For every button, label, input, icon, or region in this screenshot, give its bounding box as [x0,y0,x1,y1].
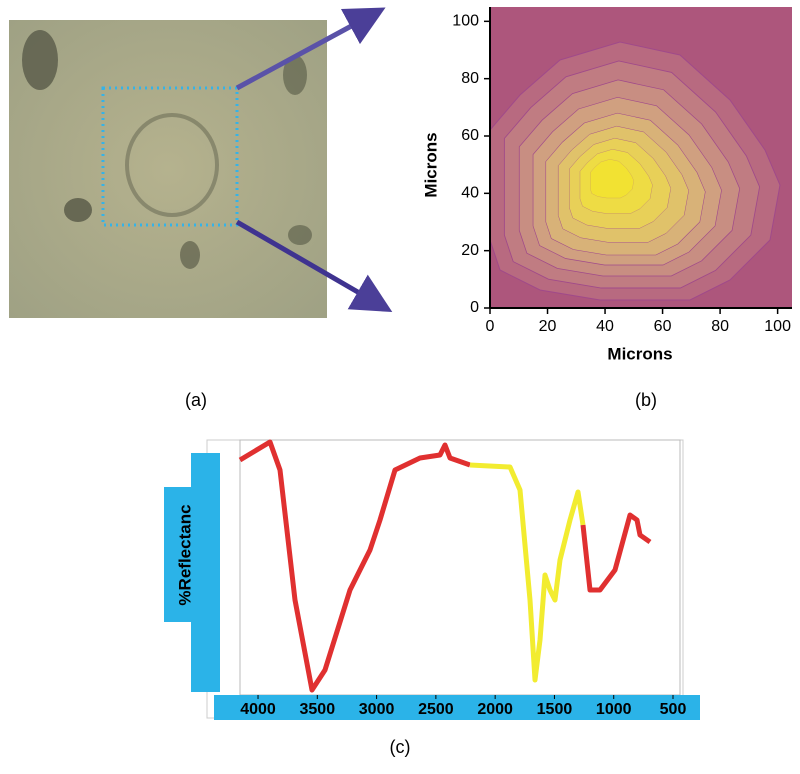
y-tick-label: 80 [461,70,479,87]
caption: (c) [390,737,411,757]
photo-panel [9,7,393,318]
x-tick-label: 500 [660,701,687,718]
x-tick-label: 20 [539,318,557,335]
x-tick-label: 1500 [537,701,573,718]
x-tick-label: 80 [711,318,729,335]
y-tick-label: 20 [461,242,479,259]
y-axis-label: Microns [421,132,440,197]
spectrum-panel [164,439,700,720]
y-tick-label: 60 [461,127,479,144]
x-tick-label: 3000 [359,701,395,718]
y-tick-label: 40 [461,185,479,202]
y-axis-label: %Reflectanc [175,504,194,605]
x-tick-label: 40 [596,318,614,335]
caption: (b) [635,390,657,410]
x-tick-label: 100 [764,318,791,335]
contour-plot [489,7,792,309]
x-tick-label: 60 [654,318,672,335]
y-tick-label: 0 [470,299,479,316]
x-tick-label: 2000 [477,701,513,718]
caption: (a) [185,390,207,410]
x-tick-label: 1000 [596,701,632,718]
x-axis-label: Microns [607,344,672,363]
x-tick-label: 3500 [300,701,336,718]
x-tick-label: 2500 [418,701,454,718]
x-tick-label: 0 [486,318,495,335]
y-tick-label: 100 [452,13,479,30]
x-tick-label: 4000 [240,701,276,718]
